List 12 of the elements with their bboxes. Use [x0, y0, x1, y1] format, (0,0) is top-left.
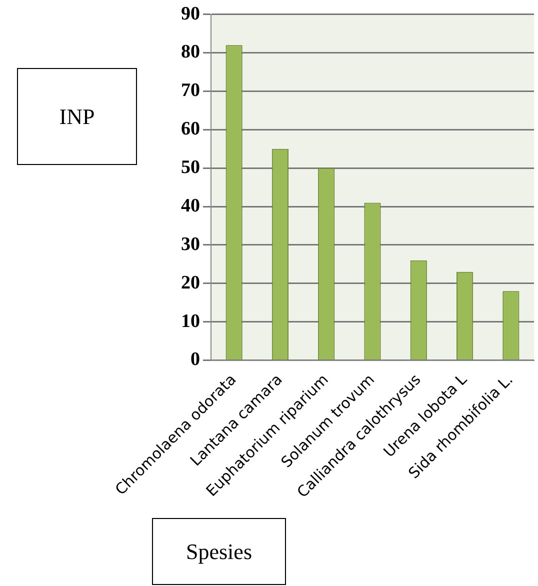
y-tick-label: 30 — [181, 234, 200, 255]
y-tick-label: 60 — [181, 118, 200, 140]
y-axis-title: INP — [17, 68, 137, 165]
y-tick-label: 80 — [181, 42, 200, 63]
y-tick-label: 50 — [181, 157, 200, 178]
y-tick-label: 10 — [181, 310, 200, 332]
y-tick-label: 0 — [190, 349, 200, 370]
y-tick-label: 40 — [181, 195, 200, 216]
y-tick-label: 90 — [181, 3, 200, 24]
y-tick-label: 70 — [181, 80, 200, 102]
y-tick-label: 20 — [181, 272, 200, 294]
x-axis-title: Spesies — [152, 518, 286, 585]
